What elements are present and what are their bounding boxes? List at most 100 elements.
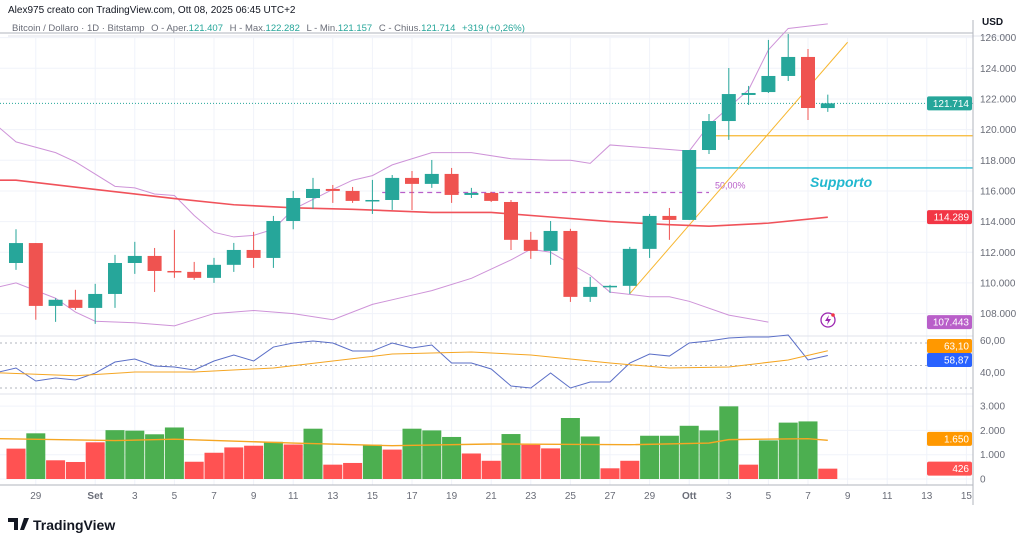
candle-body bbox=[504, 201, 518, 240]
candle bbox=[167, 229, 182, 278]
rsi-tick-label: 40,00 bbox=[980, 368, 1005, 379]
volume-bar bbox=[46, 460, 66, 479]
volume-bar bbox=[600, 468, 620, 479]
volume-bar bbox=[224, 447, 244, 479]
candle bbox=[642, 213, 657, 258]
volume-bar bbox=[164, 427, 184, 479]
volume-bar bbox=[422, 430, 442, 479]
candle-body bbox=[68, 299, 83, 308]
date-tick-label: 5 bbox=[172, 491, 178, 502]
date-tick-label: 3 bbox=[132, 491, 138, 502]
volume-bar bbox=[640, 435, 660, 479]
date-tick-label: 7 bbox=[805, 491, 811, 502]
candle bbox=[9, 229, 23, 270]
candle bbox=[781, 33, 796, 82]
high-label: H - Max. bbox=[230, 23, 266, 34]
candle bbox=[28, 243, 43, 320]
price-tick-label: 108.000 bbox=[980, 309, 1017, 320]
change-value: +319 (+0,26%) bbox=[462, 23, 525, 34]
candle-body bbox=[603, 285, 617, 288]
candle-body bbox=[286, 197, 301, 221]
close-label: C - Chius. bbox=[379, 23, 421, 34]
candle-body bbox=[345, 190, 360, 201]
rsi-ma-value-label-bg bbox=[927, 339, 972, 353]
date-tick-label: 13 bbox=[921, 491, 933, 502]
candle bbox=[543, 220, 558, 265]
tradingview-logo: TradingView bbox=[8, 517, 115, 533]
support-label: Supporto bbox=[810, 174, 873, 190]
candle-body bbox=[761, 75, 776, 93]
candle-body bbox=[563, 230, 578, 297]
volume-tick-label: 3.000 bbox=[980, 402, 1005, 413]
low-value: 121.157 bbox=[338, 23, 372, 34]
candle-body bbox=[167, 270, 182, 273]
candle-body bbox=[484, 192, 499, 201]
candle bbox=[523, 231, 538, 259]
date-tick-label: 29 bbox=[644, 491, 656, 502]
candle bbox=[127, 241, 142, 274]
candle-body bbox=[543, 230, 558, 251]
rsi-ma-line bbox=[0, 350, 828, 377]
candle bbox=[622, 246, 637, 294]
ohlc-legend[interactable]: Bitcoin / Dollaro · 1D · Bitstamp O - Ap… bbox=[12, 23, 525, 34]
volume-bar bbox=[739, 464, 759, 479]
volume-bar bbox=[402, 428, 422, 479]
price-tick-label: 126.000 bbox=[980, 33, 1017, 44]
candle bbox=[563, 228, 578, 302]
candle-body bbox=[583, 286, 598, 297]
candle-body bbox=[108, 262, 122, 294]
volume-label-bg bbox=[927, 461, 972, 476]
volume-bar bbox=[184, 461, 204, 479]
candle bbox=[801, 48, 815, 120]
candle-body bbox=[385, 177, 400, 200]
chart-marks: Supporto 50,00% bbox=[0, 23, 973, 479]
volume-bar bbox=[442, 436, 462, 479]
volume-bar bbox=[204, 452, 224, 479]
candle-body bbox=[127, 255, 142, 263]
price-label-bg bbox=[927, 210, 972, 225]
candle-body bbox=[147, 255, 162, 271]
candle bbox=[444, 167, 459, 203]
candle-body bbox=[464, 192, 479, 195]
candle bbox=[385, 174, 400, 210]
symbol-label[interactable]: Bitcoin / Dollaro · 1D · Bitstamp bbox=[12, 23, 145, 34]
price-tick-label: 110.000 bbox=[980, 278, 1016, 289]
rsi-value-label: 58,87 bbox=[944, 356, 969, 367]
date-tick-label: 19 bbox=[446, 491, 458, 502]
candle-body bbox=[226, 249, 241, 265]
volume-bar bbox=[560, 418, 580, 479]
candle-body bbox=[662, 215, 677, 220]
lightning-icon[interactable] bbox=[820, 312, 836, 328]
candle-body bbox=[781, 56, 796, 76]
author-line: Alex975 creato con TradingView.com, Ott … bbox=[8, 5, 296, 16]
volume-bar bbox=[263, 441, 283, 479]
volume-bar bbox=[283, 444, 303, 479]
high-value: 122.282 bbox=[266, 23, 300, 34]
open-value: 121.407 bbox=[189, 23, 223, 34]
date-tick-label: 29 bbox=[30, 491, 42, 502]
candle bbox=[226, 242, 241, 272]
volume-bar bbox=[362, 444, 382, 479]
price-label: 107.443 bbox=[933, 318, 970, 329]
rsi-line bbox=[0, 334, 828, 389]
candle-body bbox=[48, 299, 63, 306]
date-tick-label: 15 bbox=[367, 491, 379, 502]
candle-body bbox=[523, 239, 538, 251]
candle-body bbox=[424, 173, 439, 184]
date-tick-label: 11 bbox=[288, 491, 299, 502]
candle bbox=[424, 159, 439, 188]
price-tick-label: 118.000 bbox=[980, 156, 1016, 167]
volume-bar bbox=[521, 444, 541, 479]
date-tick-label: 17 bbox=[406, 491, 418, 502]
date-tick-label: Ott bbox=[682, 491, 697, 502]
volume-tick-label: 2.000 bbox=[980, 426, 1005, 437]
price-label: 114.289 bbox=[934, 213, 970, 224]
volume-bar bbox=[659, 435, 679, 479]
volume-bar bbox=[343, 462, 363, 479]
candle bbox=[345, 186, 360, 203]
volume-label: 1.650 bbox=[944, 434, 969, 445]
currency-label: USD bbox=[982, 17, 1003, 28]
candle-body bbox=[187, 271, 202, 278]
candle-body bbox=[266, 220, 281, 258]
